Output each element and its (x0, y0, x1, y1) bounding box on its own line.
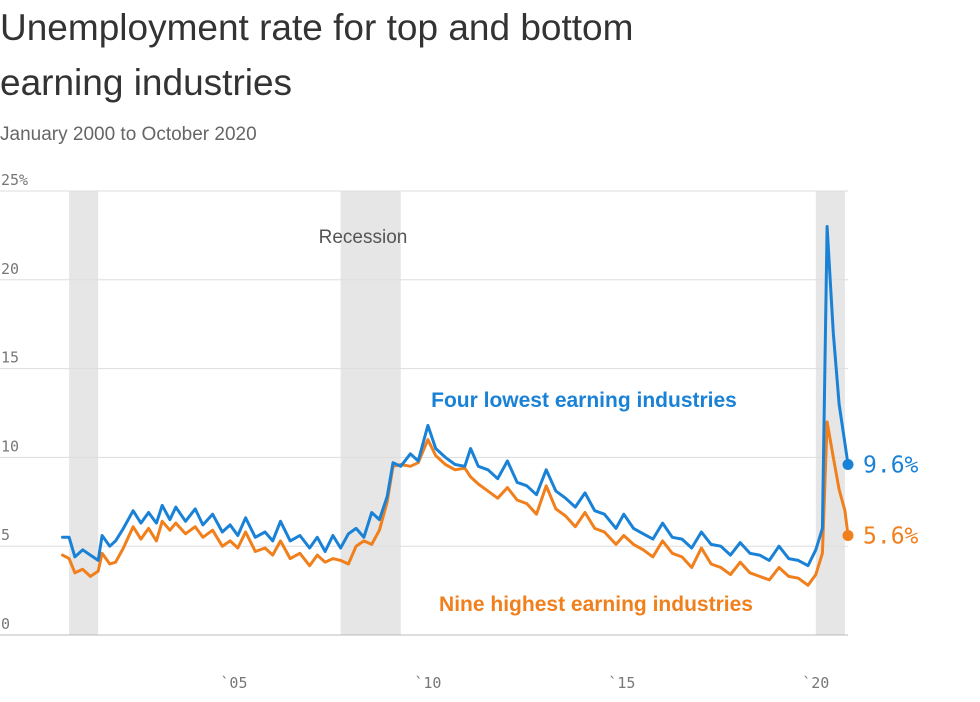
recession-band-1 (69, 191, 99, 635)
series-lines (61, 225, 850, 587)
x-tick-label-2020: `20 (802, 674, 829, 692)
endpoint-dot-four-lowest-earning-industries (842, 459, 854, 471)
recession-bands (69, 191, 845, 635)
y-tick-label-20: 20 (1, 260, 19, 278)
series-label-nine-highest: Nine highest earning industries (439, 593, 753, 616)
chart-subtitle: January 2000 to October 2020 (0, 124, 257, 145)
x-tick-label-2015: `15 (608, 674, 635, 692)
y-tick-label-10: 10 (1, 437, 19, 455)
y-axis-ticks: 25% 20 15 10 5 0 (1, 171, 28, 633)
series-endpoints: 9.6% 5.6% (842, 453, 919, 550)
x-axis-ticks: `05 `10 `15 `20 (220, 674, 829, 692)
series-label-four-lowest: Four lowest earning industries (431, 389, 737, 412)
endpoint-value-four-lowest-earning-industries: 9.6% (863, 453, 919, 479)
chart-title: Unemployment rate for top and bottom ear… (0, 7, 634, 103)
x-tick-label-2005: `05 (220, 674, 247, 692)
y-tick-label-15: 15 (1, 349, 19, 367)
y-tick-label-25: 25% (1, 171, 28, 189)
y-tick-label-5: 5 (1, 526, 10, 544)
series-line-four-lowest-earning-industries (61, 225, 850, 568)
endpoint-value-nine-highest-earning-industries: 5.6% (863, 524, 919, 550)
recession-band-2 (340, 191, 401, 635)
recession-label: Recession (319, 227, 408, 248)
gridlines (0, 190, 848, 636)
x-tick-label-2010: `10 (414, 674, 441, 692)
endpoint-dot-nine-highest-earning-industries (842, 530, 854, 542)
series-line-nine-highest-earning-industries (61, 420, 850, 587)
y-tick-label-0: 0 (1, 615, 10, 633)
